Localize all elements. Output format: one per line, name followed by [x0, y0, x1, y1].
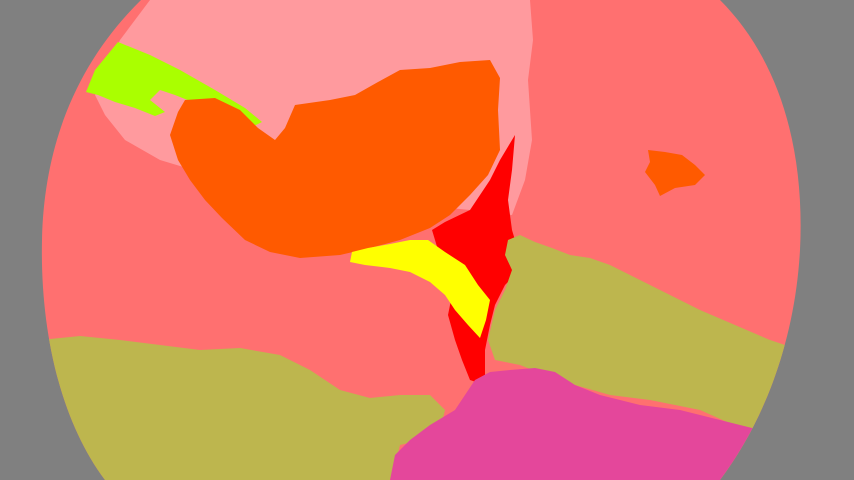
orange-region	[170, 60, 500, 258]
orange-region-small	[645, 150, 705, 196]
red-region	[432, 135, 520, 385]
yellow-region	[350, 240, 490, 338]
olive-region-right	[488, 235, 800, 480]
magenta-region	[390, 368, 760, 480]
olive-region-left	[41, 336, 445, 480]
